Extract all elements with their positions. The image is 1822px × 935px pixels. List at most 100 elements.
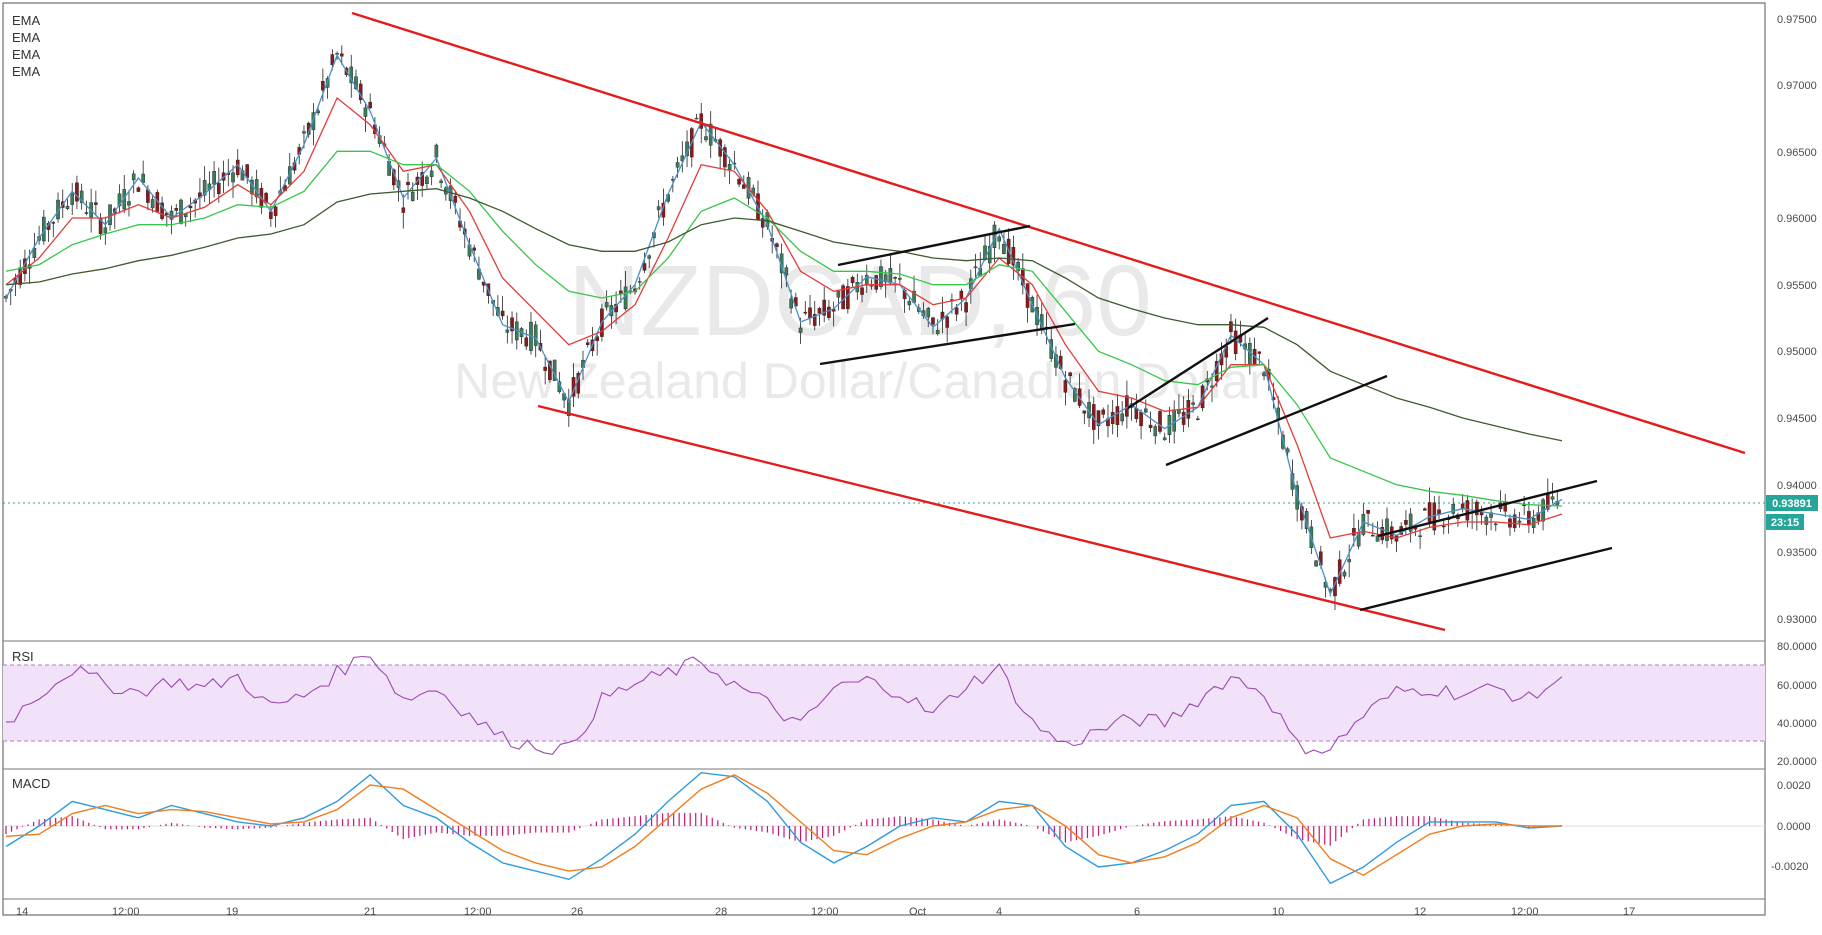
candle-down	[1352, 528, 1356, 536]
candle-up	[1002, 244, 1006, 255]
rsi-tick: 80.0000	[1777, 641, 1817, 653]
candle-down	[524, 337, 529, 347]
candle-up	[704, 136, 708, 141]
candle-down	[510, 317, 514, 332]
candle-up	[439, 180, 443, 183]
candle-up	[656, 206, 661, 211]
candle-up	[727, 163, 732, 170]
candle-up	[533, 324, 538, 346]
time-tick: 19	[226, 906, 238, 918]
candle-down	[737, 179, 741, 185]
macd-tick: 0.0020	[1777, 780, 1811, 792]
candle-up	[1196, 418, 1200, 420]
macd-axis[interactable]: 0.0020 0.0000 -0.0020	[1771, 780, 1811, 873]
candle-up	[1342, 571, 1347, 577]
time-tick: 12:00	[1511, 906, 1539, 918]
time-tick: 12:00	[464, 906, 492, 918]
candle-down	[1125, 395, 1129, 417]
candle-down	[160, 202, 164, 219]
candle-up	[926, 308, 931, 318]
candle-down	[84, 212, 89, 214]
candle-down	[619, 290, 623, 294]
price-tick: 0.95000	[1777, 346, 1817, 358]
candle-down	[1229, 321, 1233, 333]
candle-up	[623, 286, 628, 309]
candle-up	[496, 307, 500, 316]
candle-down	[217, 182, 221, 195]
candle-up	[973, 266, 978, 269]
rsi-line	[5, 655, 1563, 756]
candle-down	[406, 181, 410, 186]
flag1-lower-line[interactable]	[819, 322, 1076, 366]
candle-down	[1404, 519, 1408, 525]
candle-down	[827, 306, 831, 318]
lower-channel-line[interactable]	[537, 404, 1446, 632]
wedge-upper-line[interactable]	[1377, 479, 1598, 538]
rsi-tick: 20.0000	[1777, 756, 1817, 768]
macd-line	[5, 771, 1563, 885]
candle-up	[997, 236, 1001, 242]
candle-up	[604, 302, 609, 308]
candle-down	[339, 53, 344, 57]
candle-down	[860, 287, 864, 295]
candle-up	[65, 205, 70, 209]
upper-channel-line[interactable]	[351, 11, 1746, 455]
price-tick: 0.96500	[1777, 147, 1817, 159]
candle-down	[1101, 409, 1106, 415]
wedge-lower-line[interactable]	[1359, 546, 1613, 612]
macd-layer	[5, 771, 1563, 885]
time-tick: 26	[571, 906, 583, 918]
candle-up	[1191, 402, 1195, 405]
flag2-lower-line[interactable]	[1165, 374, 1388, 467]
candle-up	[1347, 559, 1351, 563]
candle-down	[1025, 283, 1030, 308]
price-tick: 0.94500	[1777, 413, 1817, 425]
candle-up	[1120, 413, 1124, 422]
candle-up	[1418, 535, 1422, 537]
candle-up	[888, 268, 893, 284]
candle-down	[543, 366, 547, 371]
legend-ema-3[interactable]: EMA	[12, 47, 41, 62]
legend-ema-1[interactable]: EMA	[12, 13, 41, 28]
candle-up	[1262, 372, 1266, 377]
flag1-upper-line[interactable]	[837, 224, 1031, 267]
candle-up	[1493, 523, 1498, 526]
current-price-tag[interactable]	[1766, 495, 1818, 511]
candle-up	[231, 172, 235, 183]
candle-up	[1375, 535, 1380, 542]
candle-down	[1475, 501, 1479, 516]
candle-up	[70, 193, 75, 205]
macd-label[interactable]: MACD	[12, 776, 50, 791]
candle-up	[1550, 496, 1555, 500]
candle-up	[1314, 560, 1318, 567]
candle-down	[817, 308, 822, 314]
price-axis[interactable]: 0.97500 0.97000 0.96500 0.96000 0.95500 …	[1777, 14, 1817, 626]
rsi-label[interactable]: RSI	[12, 649, 34, 664]
legend-ema-4[interactable]: EMA	[12, 64, 41, 79]
candle-down	[1139, 411, 1143, 427]
time-tick: 10	[1272, 906, 1284, 918]
candle-up	[883, 274, 888, 283]
candle-down	[931, 317, 935, 325]
time-axis[interactable]: 14 12:00 19 21 12:00 26 28 12:00 Oct 4 6…	[16, 906, 1635, 918]
candle-up	[349, 66, 354, 84]
candle-down	[1441, 525, 1446, 528]
rsi-axis[interactable]: 80.0000 60.0000 40.0000 20.0000	[1777, 641, 1817, 768]
candle-up	[212, 171, 216, 185]
candle-down	[760, 218, 765, 228]
candle-down	[850, 276, 855, 284]
flag2-upper-line[interactable]	[1127, 316, 1269, 410]
candle-up	[567, 399, 571, 417]
price-tick: 0.97500	[1777, 14, 1817, 26]
candle-up	[1172, 409, 1176, 432]
candle-up	[79, 190, 84, 203]
candle-down	[812, 314, 817, 326]
candle-up	[987, 246, 992, 264]
legend-ema-2[interactable]: EMA	[12, 30, 41, 45]
time-tick: 12:00	[811, 906, 839, 918]
candle-up	[675, 162, 680, 168]
candle-down	[472, 247, 477, 251]
